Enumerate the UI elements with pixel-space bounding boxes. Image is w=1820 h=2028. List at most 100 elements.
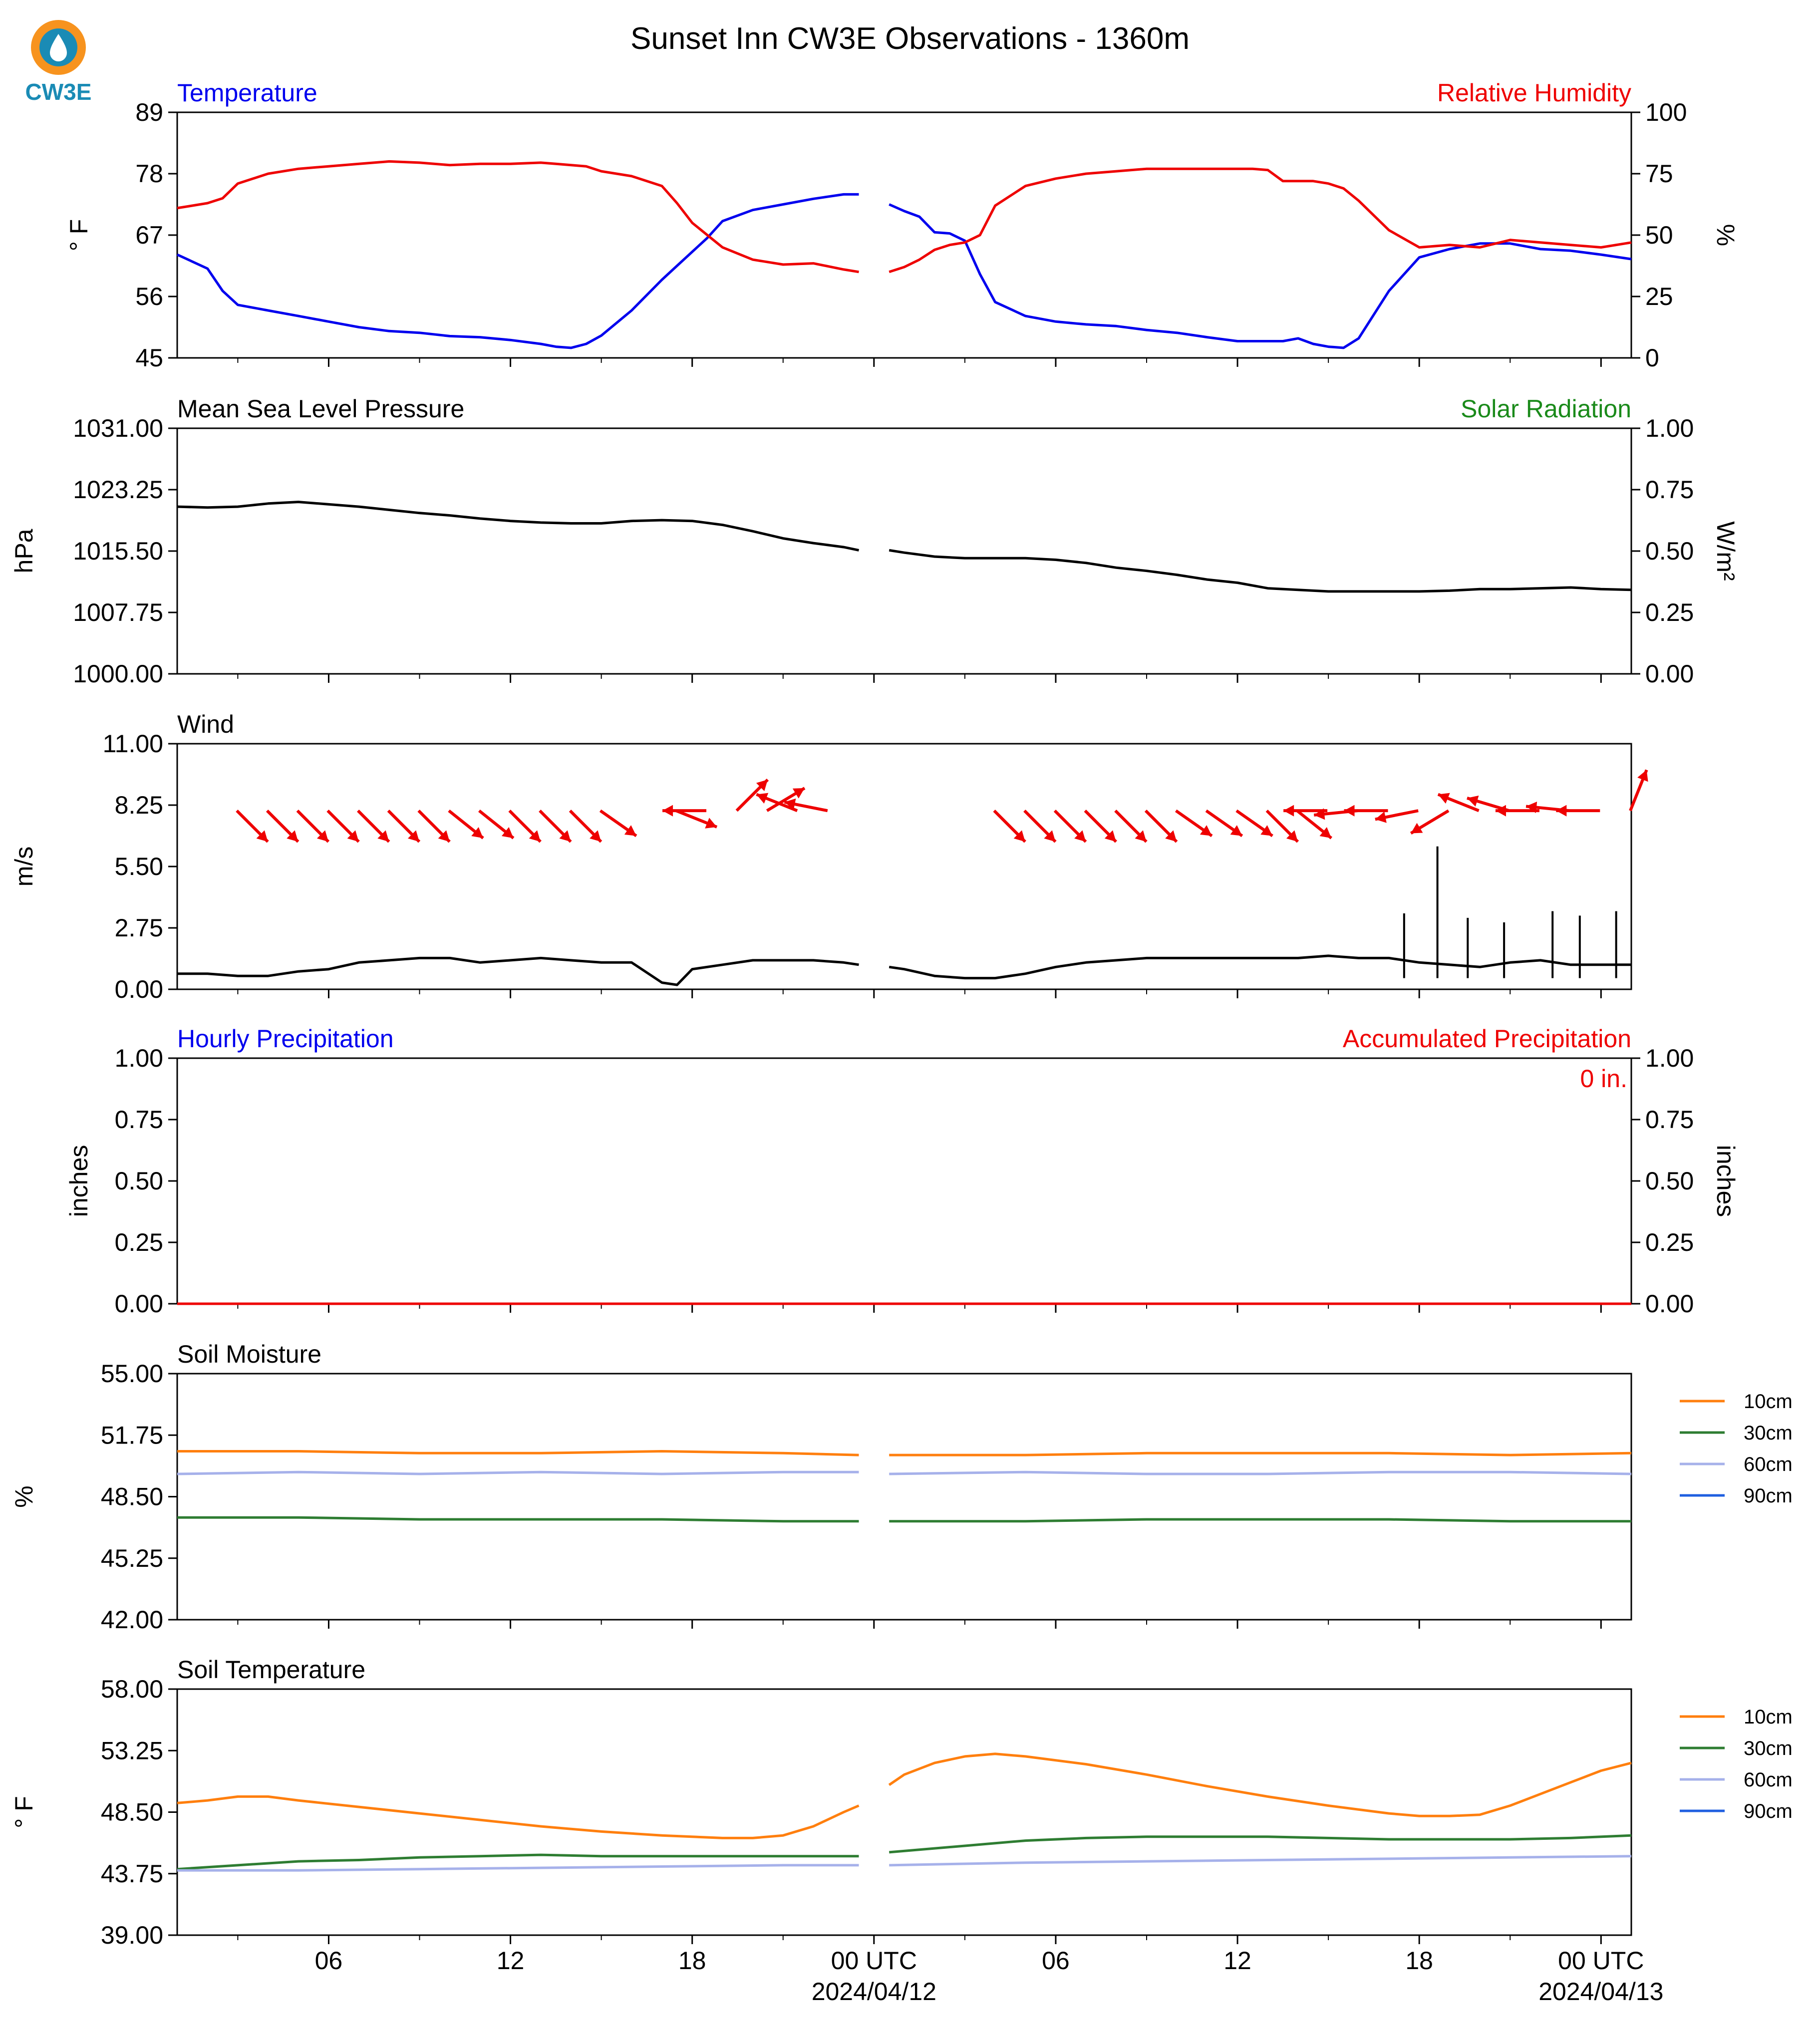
- wind-vector-head: [1438, 793, 1450, 804]
- wind-vector-head: [1411, 823, 1423, 834]
- y2-tick-label: 0.00: [1645, 1290, 1694, 1318]
- plot-frame: [176, 1688, 1632, 1936]
- y2-tick-label: 100: [1645, 98, 1687, 126]
- wind-vector-head: [438, 830, 450, 842]
- y2-tick-label: 0.00: [1645, 660, 1694, 688]
- legend: 10cm 30cm 60cm 90cm: [1680, 1706, 1793, 1822]
- y-tick-label: 0.75: [115, 1106, 163, 1134]
- x-tick-label: 12: [497, 1947, 525, 1975]
- wind-vector-head: [1013, 830, 1025, 842]
- wind-vector-head: [1319, 827, 1332, 839]
- y2-tick-label: 1.00: [1645, 414, 1694, 442]
- y-axis-label: inches: [65, 1145, 93, 1217]
- wind-vector-head: [1467, 795, 1479, 807]
- chart-title: Sunset Inn CW3E Observations - 1360m: [630, 21, 1190, 56]
- y-tick-label: 0.50: [115, 1167, 163, 1195]
- logo-text: CW3E: [25, 79, 92, 105]
- series-line-60cm: [177, 1470, 1632, 1475]
- wind-vector-head: [316, 830, 328, 842]
- wind-vector-head: [705, 818, 717, 829]
- y2-axis-label: %: [1712, 224, 1740, 246]
- y-tick-label: 56: [135, 283, 163, 310]
- wind-vector-head: [792, 788, 805, 799]
- wind-vector-head: [1526, 802, 1537, 814]
- plot-frame: [176, 743, 1632, 990]
- y2-tick-label: 0.75: [1645, 1106, 1694, 1134]
- panel-right-title: Solar Radiation: [1461, 395, 1631, 423]
- y2-tick-label: 0.25: [1645, 1228, 1694, 1256]
- series-line-30cm: [177, 1834, 1632, 1871]
- wind-vector-head: [1200, 825, 1212, 836]
- y-tick-label: 1031.00: [73, 414, 163, 442]
- y2-tick-label: 0.50: [1645, 1167, 1694, 1195]
- y-tick-label: 78: [135, 160, 163, 188]
- panel-5: Soil Moisture 55.00 51.75 48.50 45.25 42.00% 1…: [10, 1340, 1793, 1634]
- legend-label: 90cm: [1744, 1485, 1793, 1507]
- wind-vector-head: [501, 827, 514, 839]
- y-tick-label: 39.00: [101, 1921, 163, 1949]
- wind-vector-head: [1074, 830, 1086, 842]
- panel-left-title: Mean Sea Level Pressure: [177, 395, 464, 423]
- y-tick-label: 53.25: [101, 1737, 163, 1764]
- panel-3: Wind 11.00 8.25 5.50 2.75 0.00 m/s: [10, 710, 1648, 1003]
- plot-frame: [176, 427, 1632, 675]
- y2-tick-label: 1.00: [1645, 1044, 1694, 1072]
- y-tick-label: 67: [135, 221, 163, 249]
- y-tick-label: 0.25: [115, 1228, 163, 1256]
- panel-2: Mean Sea Level Pressure Solar Radiation 10…: [10, 395, 1740, 688]
- wind-vector-head: [1104, 830, 1116, 842]
- wind-vector-head: [1230, 825, 1242, 836]
- x-tick-label: 12: [1223, 1947, 1251, 1975]
- legend-label: 10cm: [1744, 1391, 1793, 1413]
- plot-frame: [176, 1373, 1632, 1621]
- y-axis-label: m/s: [10, 847, 38, 887]
- x-tick-label: 18: [678, 1947, 706, 1975]
- y-tick-label: 55.00: [101, 1360, 163, 1388]
- y-axis-label: ° F: [65, 219, 93, 251]
- wind-vector-head: [407, 830, 420, 842]
- series-line-temperature: [176, 193, 1632, 349]
- x-tick-label: 18: [1405, 1947, 1433, 1975]
- accumulated-total-label: 0 in.: [1580, 1065, 1627, 1093]
- wind-vector-head: [756, 779, 768, 792]
- y2-axis-label: inches: [1712, 1145, 1740, 1217]
- x-tick-label: 06: [1042, 1947, 1070, 1975]
- wind-vector-head: [256, 830, 268, 842]
- series-line-relative-humidity: [177, 160, 1632, 274]
- wind-vector-head: [1314, 808, 1325, 820]
- legend-label: 30cm: [1744, 1738, 1793, 1759]
- series-line-30cm: [177, 1516, 1631, 1523]
- y-tick-label: 42.00: [101, 1606, 163, 1634]
- legend-label: 30cm: [1744, 1422, 1793, 1444]
- wind-vector-head: [1283, 805, 1294, 817]
- y-tick-label: 48.50: [101, 1798, 163, 1826]
- x-axis-labels: 06 12 18 00 UTC 06 12 18 00 UTC 2024/04/12 2024/0…: [315, 1947, 1664, 2006]
- legend-label: 60cm: [1744, 1453, 1793, 1475]
- wind-vector-head: [1165, 830, 1177, 842]
- wind-vector-head: [1637, 770, 1648, 782]
- wind-vector-head: [1260, 825, 1273, 836]
- wind-vector-head: [1044, 830, 1056, 842]
- y2-tick-label: 25: [1645, 283, 1673, 310]
- y-tick-label: 0.00: [115, 975, 163, 1003]
- series-line-10cm: [177, 1450, 1632, 1456]
- wind-vector-head: [662, 805, 673, 817]
- wind-vector-head: [590, 830, 602, 842]
- y-tick-label: 1.00: [115, 1044, 163, 1072]
- y-tick-label: 1007.75: [73, 598, 163, 626]
- legend-label: 90cm: [1744, 1800, 1793, 1822]
- y2-tick-label: 0.75: [1645, 476, 1694, 504]
- cw3e-logo: CW3E: [25, 20, 92, 105]
- wind-vector-head: [559, 830, 571, 842]
- panel-left-title: Hourly Precipitation: [177, 1025, 394, 1053]
- x-tick-label: 00 UTC: [831, 1947, 917, 1975]
- y-axis-label: ° F: [10, 1796, 38, 1828]
- plot-frame: [176, 111, 1632, 359]
- wind-vector-head: [287, 830, 299, 842]
- y-tick-label: 45: [135, 344, 163, 372]
- series-line-60cm: [177, 1855, 1632, 1872]
- panel-right-title: Relative Humidity: [1437, 79, 1631, 107]
- y-tick-label: 8.25: [115, 791, 163, 819]
- y2-tick-label: 0.50: [1645, 537, 1694, 565]
